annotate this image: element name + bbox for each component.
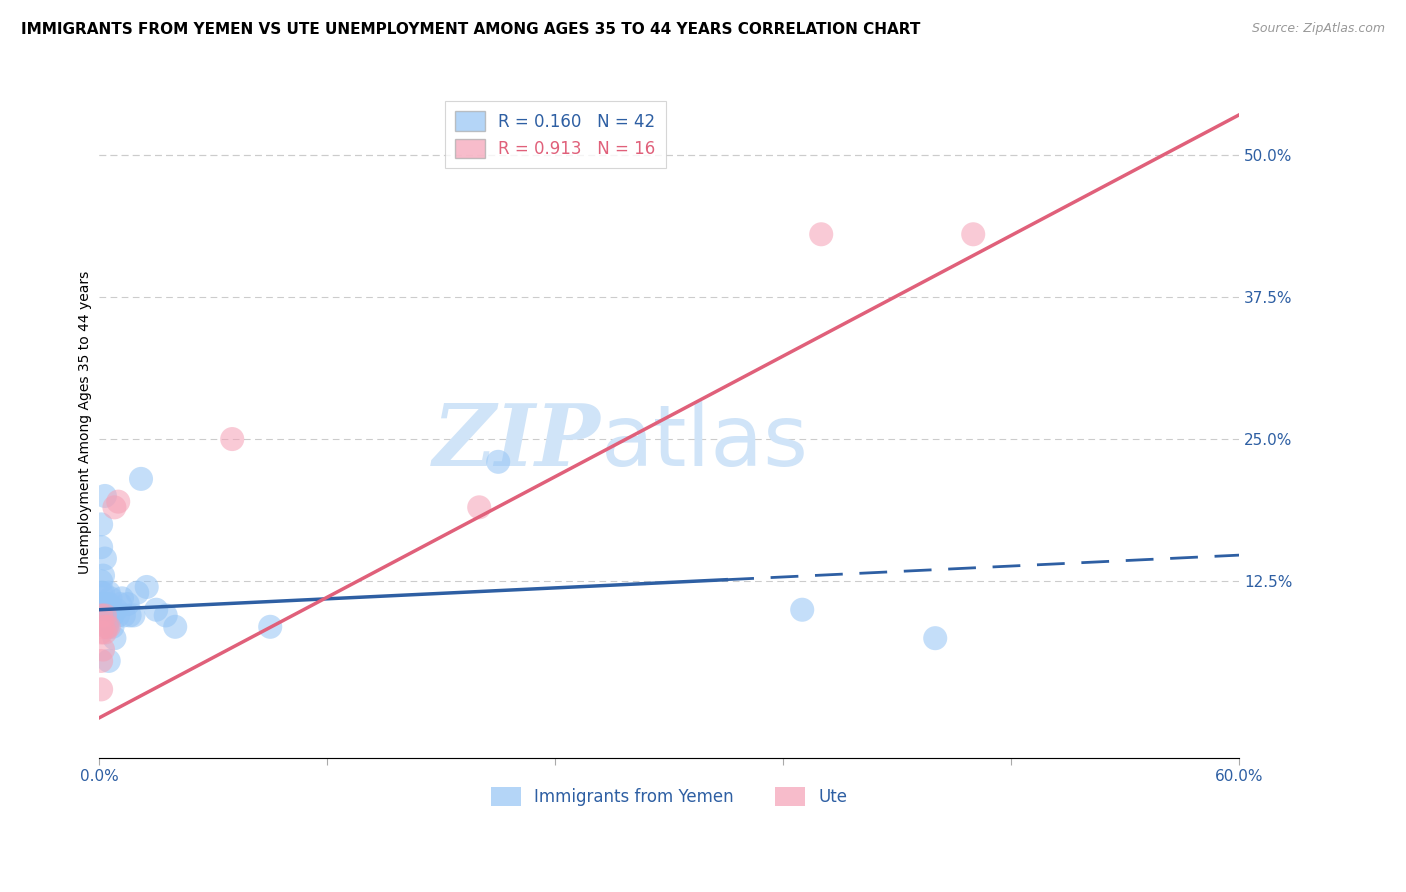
Point [221,432,243,446]
Y-axis label: Unemployment Among Ages 35 to 44 years: Unemployment Among Ages 35 to 44 years [79,270,93,574]
Point [90,585,112,599]
Point [94,489,117,503]
Point [129,472,152,486]
Text: Source: ZipAtlas.com: Source: ZipAtlas.com [1251,22,1385,36]
Legend: Immigrants from Yemen, Ute: Immigrants from Yemen, Ute [484,780,855,814]
Point [90,517,112,532]
Point [155,608,177,623]
Text: ZIP: ZIP [433,401,600,483]
Point [90,574,112,589]
Point [91,642,114,657]
Point [97,654,120,668]
Point [96,620,118,634]
Point [91,608,114,623]
Point [97,585,120,599]
Point [94,625,117,640]
Point [145,603,167,617]
Point [127,585,149,599]
Point [91,568,114,582]
Point [90,625,112,640]
Point [111,591,134,606]
Point [96,608,118,623]
Point [810,227,832,242]
Point [97,597,120,611]
Point [117,597,139,611]
Point [103,631,125,645]
Point [107,494,129,508]
Point [101,620,124,634]
Point [259,620,281,634]
Text: IMMIGRANTS FROM YEMEN VS UTE UNEMPLOYMENT AMONG AGES 35 TO 44 YEARS CORRELATION : IMMIGRANTS FROM YEMEN VS UTE UNEMPLOYMEN… [21,22,921,37]
Point [90,682,112,697]
Point [792,603,814,617]
Point [122,608,145,623]
Point [96,620,118,634]
Point [118,608,141,623]
Point [108,597,131,611]
Point [94,597,117,611]
Point [90,608,112,623]
Point [94,608,117,623]
Point [105,603,128,617]
Point [468,500,491,515]
Point [90,540,112,554]
Point [100,591,122,606]
Point [112,608,135,623]
Point [924,631,946,645]
Point [103,500,125,515]
Point [107,608,129,623]
Point [90,654,112,668]
Point [94,551,117,566]
Point [94,608,117,623]
Point [91,585,114,599]
Point [101,608,124,623]
Point [96,614,118,628]
Point [962,227,984,242]
Text: atlas: atlas [600,401,808,483]
Point [135,580,157,594]
Point [165,620,187,634]
Point [97,620,120,634]
Point [486,455,509,469]
Point [97,608,120,623]
Point [91,620,114,634]
Point [96,597,118,611]
Point [91,597,114,611]
